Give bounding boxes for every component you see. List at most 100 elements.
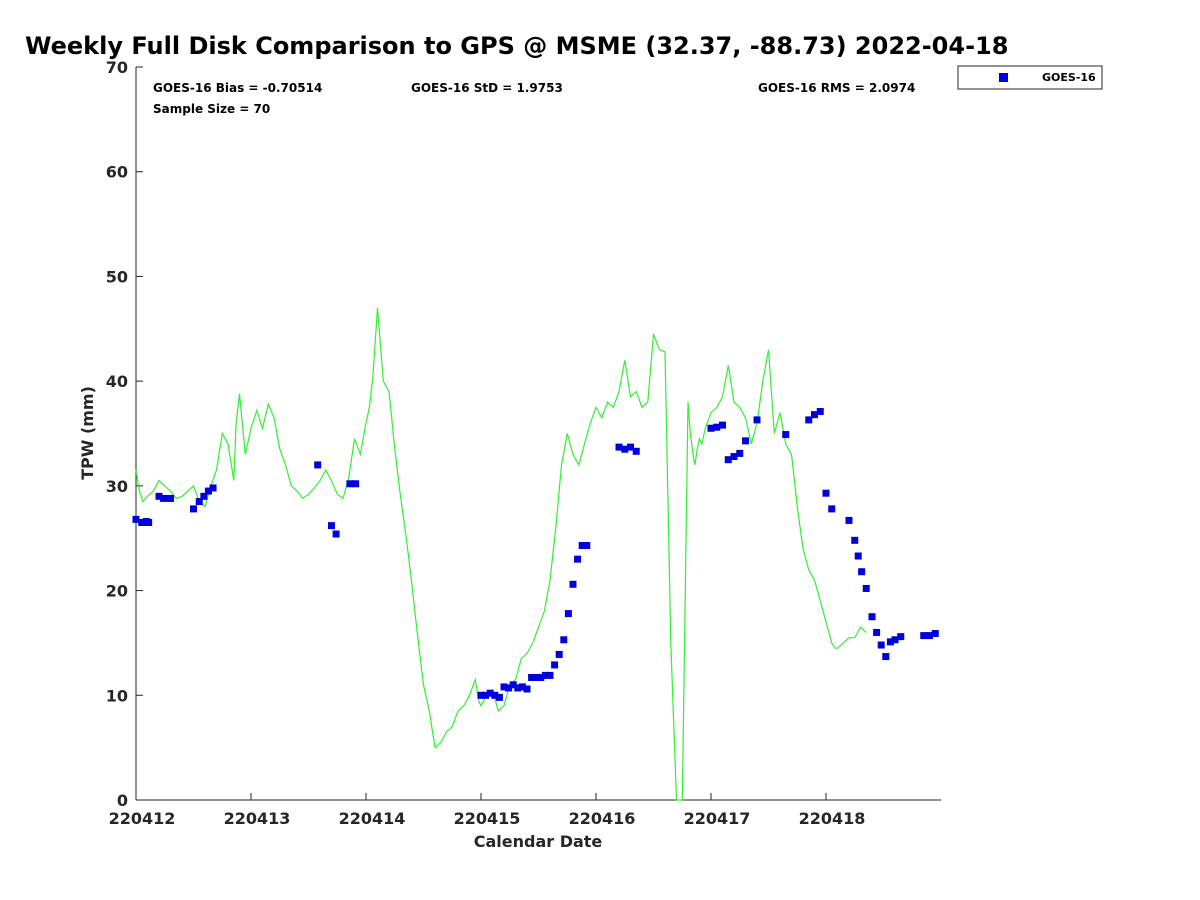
goes-data-point (920, 632, 928, 640)
goes-data-point (352, 480, 360, 488)
goes-data-point (518, 683, 526, 691)
goes-data-point (551, 661, 559, 669)
goes-data-point (200, 492, 208, 500)
goes-data-point (753, 416, 761, 424)
goes-data-point (569, 580, 577, 588)
goes-data-point (195, 498, 203, 506)
y-ticks: 0 10 20 30 40 50 60 70 (106, 58, 143, 810)
goes-data-point (707, 424, 715, 432)
x-tick-label: 220414 (339, 809, 406, 828)
goes-data-point (736, 449, 744, 457)
chart-title: Weekly Full Disk Comparison to GPS @ MSM… (25, 32, 1008, 60)
goes-data-point (811, 411, 818, 419)
goes-data-point (724, 456, 732, 464)
goes-data-point (858, 568, 866, 576)
goes-data-point (854, 552, 862, 560)
goes-data-point (190, 505, 197, 513)
goes-data-point (560, 636, 568, 644)
x-tick-label: 220417 (684, 809, 751, 828)
goes-data-point (719, 421, 726, 429)
goes-data-point (822, 489, 830, 497)
goes-data-point (537, 673, 545, 681)
goes-data-point (782, 431, 790, 439)
goes-data-point (615, 443, 623, 451)
x-axis-label: Calendar Date (474, 832, 603, 851)
goes-data-point (926, 632, 933, 640)
goes-data-point (528, 673, 536, 681)
goes-data-point (209, 484, 217, 492)
y-tick-label: 50 (106, 267, 128, 286)
x-tick-label: 220413 (224, 809, 291, 828)
x-tick-label: 220415 (454, 809, 521, 828)
stat-bias: GOES-16 Bias = -0.70514 (153, 81, 322, 95)
goes-data-point (328, 522, 335, 530)
stat-rms: GOES-16 RMS = 2.0974 (758, 81, 915, 95)
goes-data-point (546, 671, 554, 679)
goes-data-point (564, 610, 572, 618)
goes-data-point (627, 443, 634, 451)
y-tick-label: 0 (117, 791, 128, 810)
y-tick-label: 70 (106, 58, 128, 77)
goes-data-point (851, 536, 859, 544)
goes-data-point (477, 691, 485, 699)
goes-data-point (167, 494, 174, 502)
goes-data-point (486, 689, 494, 697)
goes-data-point (632, 447, 640, 455)
goes-data-point (332, 530, 340, 538)
goes-data-point (891, 636, 899, 644)
y-tick-label: 30 (106, 477, 128, 496)
legend-box (957, 65, 1103, 90)
goes-data-point (845, 516, 853, 524)
goes-data-point (482, 691, 490, 699)
goes-data-point (886, 638, 894, 646)
goes-data-point (877, 641, 885, 649)
y-tick-label: 40 (106, 372, 128, 391)
goes-data-point (314, 461, 322, 469)
goes-data-point (621, 445, 629, 453)
goes-data-point (495, 693, 503, 701)
x-ticks: 220412 220413 220414 220415 220416 220417 2204… (109, 793, 866, 828)
goes-data-point (816, 408, 824, 416)
y-axis-label: TPW (mm) (78, 386, 97, 480)
goes-data-point (509, 681, 517, 689)
goes-data-point (138, 519, 146, 527)
goes-data-point (578, 542, 586, 550)
y-tick-label: 10 (106, 686, 128, 705)
stat-std: GOES-16 StD = 1.9753 (411, 81, 563, 95)
gps-series-line (135, 307, 867, 801)
goes-data-point (532, 673, 540, 681)
goes-data-point (742, 437, 749, 445)
goes-data-point (514, 684, 522, 692)
goes-data-point (160, 494, 168, 502)
plot-area (136, 67, 941, 800)
goes-series-points (132, 408, 939, 701)
x-tick-label: 220412 (109, 809, 176, 828)
goes-data-point (204, 487, 212, 495)
x-tick-label: 220416 (569, 809, 636, 828)
goes-data-point (491, 691, 499, 699)
goes-data-point (505, 684, 513, 692)
goes-data-point (931, 630, 939, 638)
goes-data-point (805, 416, 813, 424)
goes-data-point (873, 628, 881, 636)
stat-sample-size: Sample Size = 70 (153, 102, 270, 116)
goes-data-point (541, 671, 549, 679)
goes-data-point (868, 613, 876, 621)
legend-label-goes: GOES-16 (1042, 71, 1096, 84)
legend: GOES-16 (957, 65, 1103, 90)
goes-data-point (155, 492, 163, 500)
goes-data-point (862, 584, 870, 592)
goes-data-point (145, 519, 153, 527)
goes-data-point (132, 515, 140, 523)
goes-data-point (523, 685, 531, 693)
goes-data-point (574, 555, 582, 563)
x-tick-label: 220418 (799, 809, 866, 828)
y-tick-label: 20 (106, 582, 128, 601)
goes-data-point (828, 505, 836, 513)
legend-marker-goes (999, 73, 1008, 82)
goes-data-point (346, 480, 354, 488)
goes-data-point (500, 683, 508, 691)
y-tick-label: 60 (106, 163, 128, 182)
goes-data-point (555, 650, 563, 658)
goes-data-point (882, 653, 890, 661)
